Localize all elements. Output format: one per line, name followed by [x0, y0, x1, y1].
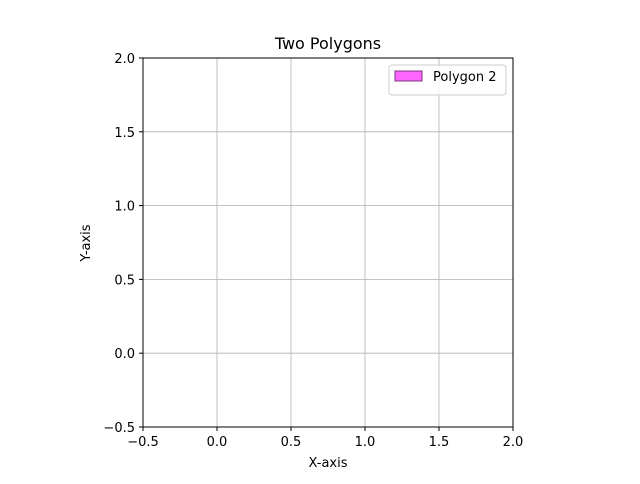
y-tick-label: 0.0 — [114, 347, 135, 362]
x-tick-label: 1.0 — [355, 435, 376, 450]
x-tick-label: 0.5 — [281, 435, 302, 450]
legend-swatch — [394, 70, 423, 82]
x-tick-label: 1.5 — [429, 435, 450, 450]
x-axis-label: X-axis — [309, 456, 348, 471]
x-tick-label: 2.0 — [503, 435, 524, 450]
legend: Polygon 2 — [388, 64, 507, 96]
y-tick-label: 1.0 — [114, 200, 135, 215]
y-tick-label: −0.5 — [103, 421, 135, 436]
chart-title: Two Polygons — [274, 34, 381, 53]
y-tick-label: 1.5 — [114, 126, 135, 141]
y-tick-label: 0.5 — [114, 273, 135, 288]
y-axis-label: Y-axis — [79, 224, 94, 262]
x-tick-label: −0.5 — [127, 435, 159, 450]
x-tick-label: 0.0 — [207, 435, 228, 450]
axis-ticks: −0.5 0.0 0.5 1.0 1.5 2.0 −0.5 0.0 0.5 1.0 1.5 2.0 — [103, 52, 523, 450]
y-tick-label: 2.0 — [114, 52, 135, 67]
plot-area-frame — [142, 57, 514, 428]
legend-label: Polygon 2 — [433, 70, 496, 85]
